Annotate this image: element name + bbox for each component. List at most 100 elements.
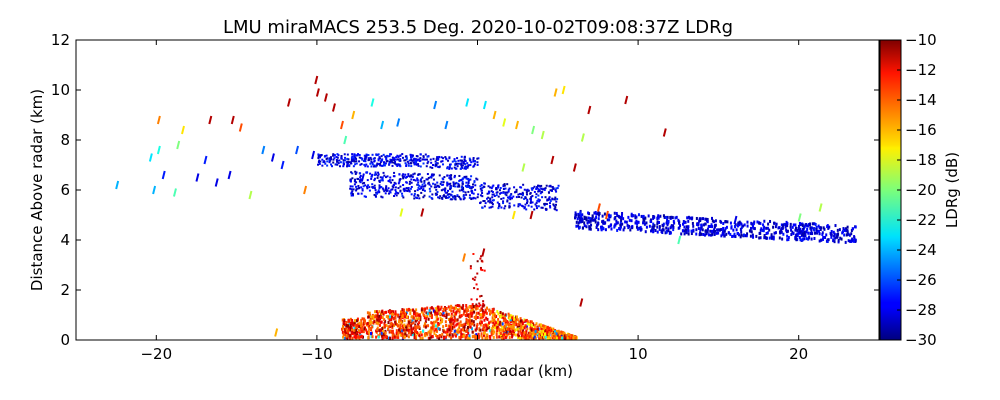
data-cell: [846, 229, 849, 233]
data-cell: [430, 334, 433, 338]
data-cell: [464, 167, 467, 170]
data-cell: [815, 227, 818, 231]
data-cell: [414, 324, 417, 328]
data-cell: [529, 328, 532, 332]
data-cell: [387, 179, 390, 182]
data-cell: [474, 317, 477, 321]
data-cell: [405, 328, 408, 332]
data-cell: [350, 158, 353, 161]
data-cell: [458, 185, 461, 188]
data-cell: [499, 328, 502, 332]
data-cell: [773, 231, 776, 235]
data-cell: [447, 159, 450, 162]
data-cell: [319, 156, 322, 159]
data-cell: [432, 164, 435, 167]
data-cell: [551, 186, 554, 189]
data-cell: [536, 328, 539, 332]
data-cell: [786, 222, 789, 226]
data-cell: [575, 224, 578, 228]
data-cell: [709, 233, 712, 237]
data-cell: [531, 194, 534, 197]
data-cell: [382, 188, 385, 191]
data-cell: [352, 165, 355, 168]
data-cell: [410, 324, 413, 328]
data-cell: [408, 180, 411, 183]
data-cell: [809, 232, 812, 236]
data-cell: [389, 336, 392, 340]
data-cell: [373, 179, 376, 182]
data-cell: [702, 232, 705, 236]
data-cell: [446, 174, 449, 177]
data-cell: [434, 328, 437, 332]
data-cell: [346, 162, 349, 165]
data-cell: [467, 178, 470, 181]
data-cell: [365, 171, 368, 174]
data-cell: [450, 177, 453, 180]
data-cell: [585, 216, 588, 220]
data-cell: [375, 192, 378, 195]
data-cell: [486, 192, 489, 195]
data-cell: [344, 330, 347, 334]
data-cell: [613, 211, 616, 215]
data-cell: [485, 311, 488, 315]
data-cell: [401, 329, 404, 333]
data-cell: [420, 191, 423, 194]
data-cell: [706, 227, 709, 231]
data-cell: [462, 186, 465, 189]
data-cell: [347, 319, 350, 323]
data-cell: [391, 188, 394, 191]
data-cell: [455, 312, 458, 316]
data-cell: [544, 329, 547, 333]
data-cell: [647, 214, 650, 218]
data-cell: [505, 194, 508, 197]
data-cell: [446, 191, 449, 194]
data-cell: [530, 195, 533, 198]
data-cell: [521, 194, 524, 197]
data-cell: [746, 232, 749, 236]
data-cell: [369, 318, 372, 322]
data-cell: [422, 329, 425, 333]
chart-title: LMU miraMACS 253.5 Deg. 2020-10-02T09:08…: [223, 17, 733, 38]
data-cell: [411, 333, 414, 337]
data-cell: [419, 336, 422, 340]
data-cell: [449, 163, 452, 166]
data-cell: [402, 335, 405, 339]
data-cell: [349, 161, 352, 164]
data-cell: [579, 220, 582, 224]
data-cell: [698, 217, 701, 221]
data-cell: [537, 194, 540, 197]
data-cell: [658, 225, 661, 229]
data-cell: [427, 330, 430, 334]
data-cell: [448, 195, 451, 198]
data-cell: [397, 320, 400, 324]
data-cell: [419, 179, 422, 182]
data-cell: [463, 325, 466, 329]
data-cell: [760, 227, 763, 231]
data-cell: [349, 334, 352, 338]
data-cell: [502, 197, 505, 200]
data-cell: [712, 229, 715, 233]
data-cell: [803, 237, 806, 241]
data-cell: [359, 181, 362, 184]
data-cell: [441, 332, 444, 336]
data-cell: [470, 322, 473, 326]
data-cell: [715, 231, 718, 235]
data-cell: [532, 328, 535, 332]
data-cell: [402, 196, 405, 199]
data-cell: [784, 223, 787, 227]
data-cell: [583, 217, 586, 221]
data-cell: [734, 223, 737, 227]
data-cell: [595, 215, 598, 219]
data-cell: [428, 195, 431, 198]
data-cell: [452, 182, 455, 185]
data-cell: [470, 311, 473, 315]
data-cell: [650, 229, 653, 233]
data-cell: [519, 186, 522, 189]
data-cell: [444, 191, 447, 194]
data-cell: [452, 183, 455, 186]
data-cell: [468, 185, 471, 188]
data-cell: [425, 332, 428, 336]
data-cell: [483, 304, 486, 307]
data-cell: [698, 233, 701, 237]
data-cell: [531, 188, 534, 191]
